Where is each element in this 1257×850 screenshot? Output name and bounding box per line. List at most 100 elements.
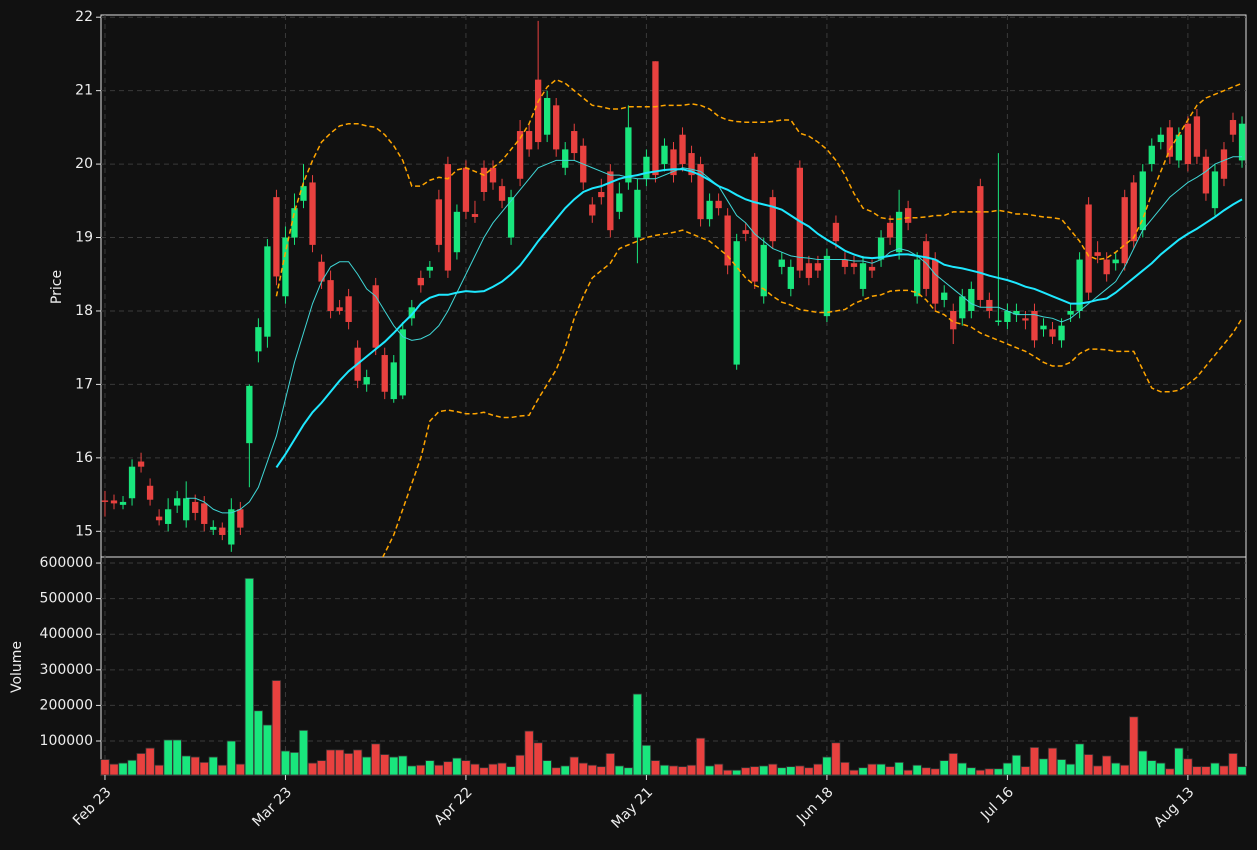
- candle-body: [471, 214, 479, 217]
- candle-body: [164, 509, 172, 524]
- volume-bar: [199, 761, 209, 776]
- candle-body: [1004, 310, 1011, 322]
- volume-bar: [235, 763, 245, 776]
- mark-layer: [100, 20, 1247, 776]
- candle-body: [607, 171, 614, 231]
- volume-bar: [416, 764, 426, 776]
- volume-bar: [407, 765, 417, 776]
- y-tick-label: 400000: [40, 626, 93, 642]
- volume-bar: [253, 710, 264, 776]
- price-panel: [100, 14, 1247, 558]
- candle-body: [562, 149, 569, 168]
- candle-body: [805, 263, 813, 278]
- candle-body: [237, 509, 244, 528]
- x-tick-label: Feb 23: [70, 784, 115, 829]
- volume-bar: [136, 753, 146, 776]
- volume-bar: [343, 753, 354, 776]
- candle-body: [498, 186, 506, 201]
- volume-bar: [1138, 750, 1148, 776]
- volume-bar: [804, 767, 814, 776]
- candle-body: [643, 156, 650, 179]
- candle-body: [932, 259, 939, 304]
- candle-body: [219, 527, 226, 535]
- volume-bar: [389, 756, 399, 776]
- candle-body: [255, 327, 262, 352]
- candle-body: [1184, 123, 1192, 165]
- volume-bar: [461, 760, 471, 776]
- volume-bar: [154, 764, 164, 776]
- candle-body: [742, 230, 749, 234]
- volume-bar: [425, 760, 435, 776]
- candle-body: [688, 153, 695, 176]
- candle-body: [1121, 197, 1128, 264]
- volume-bar: [533, 742, 543, 776]
- volume-bar: [732, 769, 742, 776]
- candle-body: [1238, 123, 1246, 161]
- volume-bar: [1002, 762, 1013, 776]
- volume-panel: [100, 556, 1247, 776]
- volume-bar: [885, 766, 895, 776]
- volume-bar: [217, 764, 227, 776]
- x-tick-label: Jun 18: [793, 784, 836, 827]
- volume-bar: [623, 767, 634, 776]
- y-tick-label: 500000: [40, 591, 93, 607]
- candle-body: [318, 261, 325, 282]
- volume-bar: [163, 739, 173, 776]
- candle-body: [264, 246, 271, 337]
- volume-bar: [921, 767, 931, 776]
- candle-body: [146, 485, 154, 500]
- candle-body: [877, 237, 885, 260]
- grid-layer: [101, 15, 1246, 775]
- candle-body: [101, 500, 109, 502]
- volume-bar: [1219, 765, 1229, 776]
- candle-body: [814, 263, 822, 271]
- y-tick-label: 19: [75, 230, 93, 246]
- volume-bar: [786, 766, 796, 776]
- y-tick-label: 22: [75, 9, 93, 25]
- volume-bar: [903, 769, 913, 776]
- volume-bar: [362, 756, 372, 776]
- volume-bar: [172, 739, 182, 776]
- candle-body: [399, 329, 406, 396]
- volume-bar: [506, 766, 516, 776]
- x-tick-label: May 21: [609, 784, 657, 832]
- volume-bar: [650, 760, 661, 776]
- volume-bar: [641, 744, 652, 776]
- volume-bar: [876, 763, 886, 776]
- volume-bar: [1165, 768, 1175, 776]
- volume-bar: [1129, 716, 1139, 776]
- candle-body: [859, 263, 867, 289]
- candle-body: [192, 501, 199, 513]
- volume-bar: [1210, 762, 1220, 776]
- candle-body: [778, 259, 785, 267]
- y-tick-label: 600000: [40, 555, 93, 571]
- volume-bar: [768, 763, 778, 776]
- x-tick-label: Aug 13: [1151, 784, 1197, 830]
- volume-bar: [813, 763, 823, 776]
- volume-bar: [1020, 766, 1031, 776]
- candle-body: [381, 355, 388, 392]
- candle-body: [625, 127, 632, 183]
- candle-body: [309, 182, 316, 245]
- volume-bar: [1102, 755, 1112, 776]
- volume-bar: [181, 755, 191, 776]
- candle-body: [652, 61, 659, 176]
- volume-bar: [244, 577, 255, 776]
- volume-bar: [109, 763, 119, 776]
- volume-bar: [542, 760, 552, 776]
- volume-bar: [551, 767, 561, 776]
- candle-body: [1193, 116, 1201, 157]
- candle-body: [110, 500, 118, 504]
- volume-bar: [1228, 753, 1238, 776]
- candle-body: [553, 105, 560, 150]
- volume-bar: [1029, 747, 1040, 776]
- volume-bar: [1237, 766, 1247, 776]
- volume-bar: [677, 766, 688, 776]
- volume-bar: [1011, 754, 1022, 776]
- candle-body: [1139, 171, 1146, 231]
- candle-body: [724, 215, 731, 266]
- volume-bar: [325, 749, 336, 776]
- candle-body: [679, 134, 686, 165]
- y-tick-label: 100000: [40, 733, 93, 749]
